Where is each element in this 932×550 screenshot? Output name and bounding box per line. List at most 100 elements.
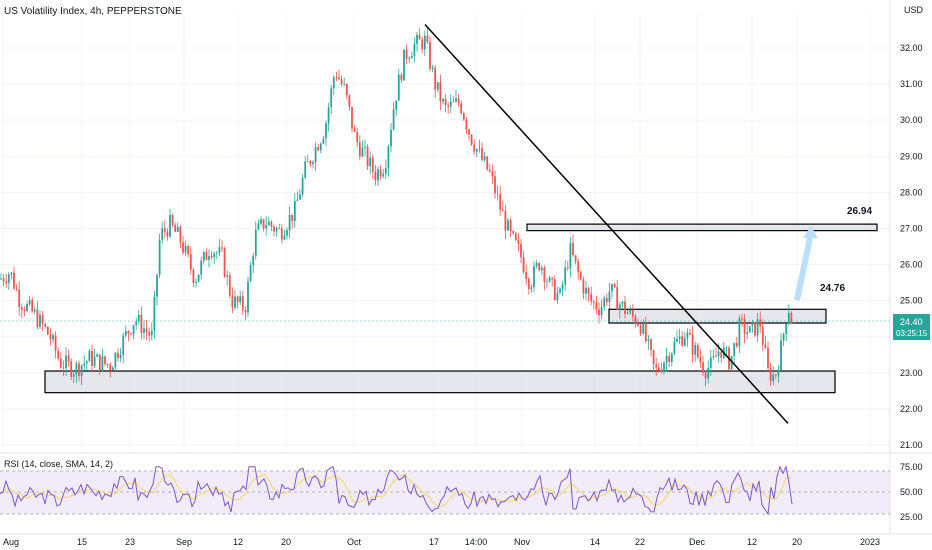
candle-body (585, 287, 587, 294)
candle-body (179, 226, 182, 243)
trendline[interactable] (424, 24, 789, 424)
candle-body (52, 335, 54, 340)
candle-body (265, 225, 268, 229)
candle-body (533, 265, 535, 288)
candle-body (275, 228, 278, 232)
candle-body (18, 289, 21, 308)
candle-body (176, 226, 179, 232)
rsi-title: RSI (14, close, SMA, 14, 2) (4, 459, 113, 469)
candle-body (91, 350, 93, 366)
rsi-level-50: 50.00 (900, 487, 923, 497)
candles (0, 27, 793, 387)
candle-body (312, 162, 314, 165)
candle-body (299, 194, 301, 200)
candle-body (652, 350, 655, 365)
candle-body (379, 169, 382, 177)
candle-body (559, 288, 561, 293)
current-price-value: 24.40 (900, 317, 923, 327)
candle-body (98, 354, 101, 371)
candle-body (273, 226, 275, 232)
x-tick-label: 20 (792, 537, 802, 547)
candle-body (5, 281, 8, 283)
candle-body (598, 309, 600, 316)
candle-body (382, 173, 385, 177)
candle-body (777, 370, 780, 376)
candle-body (673, 341, 676, 354)
candle-body (117, 352, 119, 358)
candle-body (374, 172, 377, 181)
candle-body (501, 209, 504, 211)
candle-body (621, 301, 624, 305)
candle-body (244, 309, 247, 313)
candle-body (127, 330, 130, 334)
rsi-line (0, 465, 793, 516)
candle-body (644, 323, 647, 342)
candle-body (114, 352, 117, 368)
candle-body (499, 194, 502, 210)
candle-body (429, 41, 431, 69)
candle-body (143, 328, 145, 334)
candle-body (65, 355, 67, 369)
candle-body (153, 296, 156, 331)
level-label: 24.76 (820, 283, 845, 294)
y-tick-label: 32.00 (900, 43, 923, 53)
candle-body (496, 193, 499, 195)
candle-body (626, 312, 629, 314)
candle-body (634, 316, 637, 325)
candle-body (296, 199, 299, 201)
candle-body (605, 297, 608, 303)
candle-body (83, 363, 86, 366)
time-axis[interactable]: Aug 15 23 Sep 12 20 Oct 17 14:00 Nov 14 22 Dec 12 20 20… (3, 537, 880, 547)
rsi-level-75: 75.00 (900, 462, 923, 472)
candle-body (104, 356, 106, 364)
price-axis[interactable]: 32.00 31.00 30.00 29.00 28.00 27.00 26.00 25.00… (900, 43, 923, 450)
candle-body (85, 361, 88, 364)
candle-body (413, 43, 416, 56)
current-price-countdown: 03:25:15 (896, 329, 928, 338)
candle-body (280, 228, 283, 240)
candle-body (504, 210, 507, 231)
candle-body (78, 363, 80, 377)
candle-body (397, 74, 400, 101)
candle-body (369, 157, 372, 167)
x-tick-label: Aug (3, 537, 19, 547)
candle-body (444, 99, 447, 106)
candle-body (215, 252, 218, 254)
candle-body (746, 332, 749, 335)
candle-body (517, 240, 520, 244)
candle-body (260, 219, 262, 224)
candle-body (239, 296, 242, 303)
candle-body (309, 161, 312, 165)
candle-body (696, 345, 699, 358)
candle-body (124, 330, 127, 336)
candle-body (163, 228, 166, 232)
candle-body (335, 77, 338, 79)
support-zone (44, 370, 836, 394)
candle-body (72, 374, 75, 377)
candle-body (332, 77, 335, 89)
candle-body (553, 279, 556, 300)
candle-body (486, 156, 489, 170)
candle-body (629, 309, 632, 313)
candle-body (790, 312, 793, 324)
candle-body (278, 228, 281, 230)
candle-body (395, 100, 398, 110)
candle-body (2, 278, 5, 282)
candle-body (7, 274, 10, 283)
current-price-tag: 24.40 03:25:15 (893, 314, 930, 340)
candle-body (286, 230, 288, 236)
candle-body (249, 265, 252, 282)
target-label: 26.94 (847, 206, 872, 217)
candle-body (566, 267, 569, 269)
candle-body (709, 357, 712, 368)
candle-body (569, 242, 572, 269)
candle-body (140, 314, 143, 334)
y-tick-label: 31.00 (900, 79, 923, 89)
projection-arrow[interactable] (794, 226, 818, 301)
candle-body (200, 260, 203, 275)
candle-body (392, 109, 395, 130)
candle-body (548, 277, 551, 282)
candle-body (782, 334, 785, 341)
candle-body (579, 272, 582, 280)
